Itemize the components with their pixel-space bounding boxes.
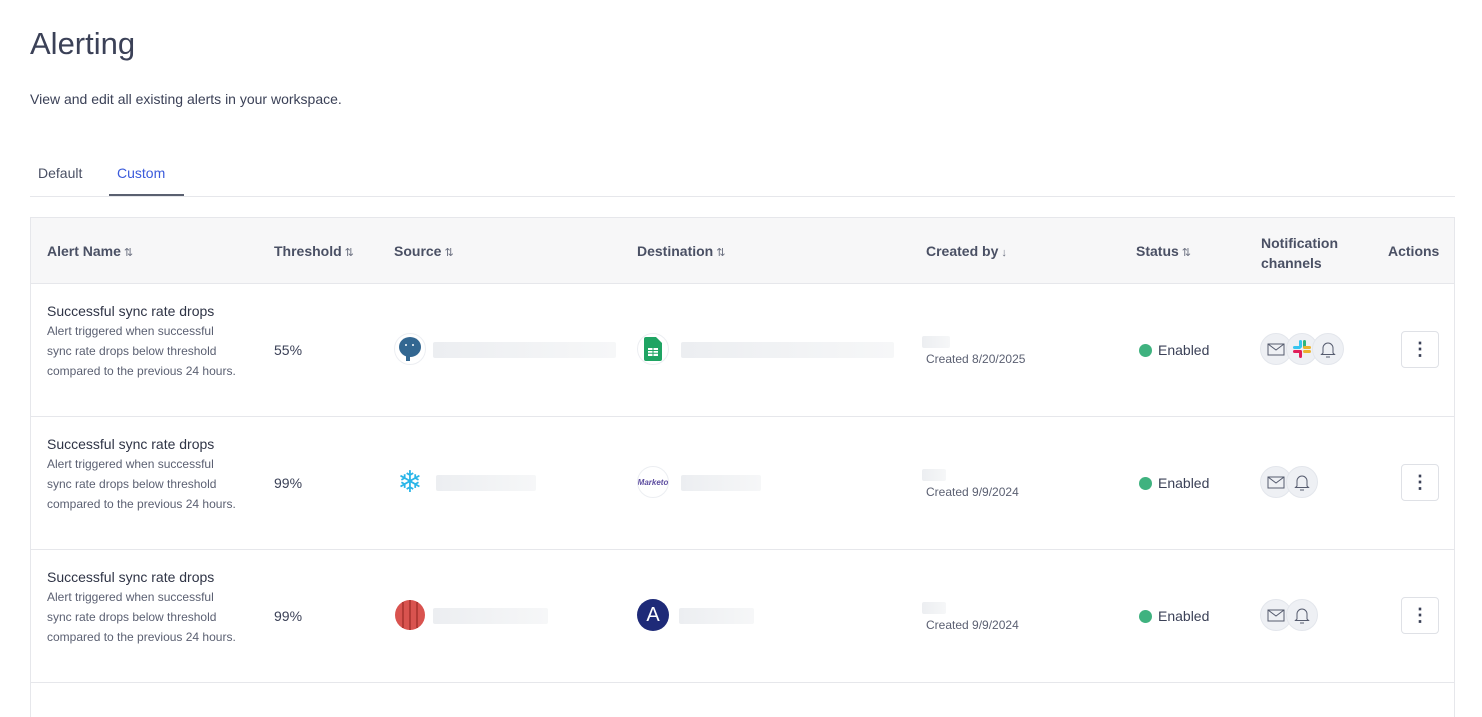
threshold: 55% <box>274 342 303 358</box>
source-name-redacted <box>433 608 548 624</box>
col-label: Threshold <box>274 243 342 259</box>
tab-custom[interactable]: Custom <box>117 165 166 181</box>
alert-description: Alert triggered when successful sync rat… <box>47 324 236 378</box>
postgresql-icon <box>394 333 426 365</box>
active-tab-indicator <box>109 194 184 196</box>
destination-name-redacted <box>681 342 894 358</box>
alert-description: Alert triggered when successful sync rat… <box>47 590 236 644</box>
tabs: Default Custom <box>30 160 1455 197</box>
destination-name-redacted <box>679 608 754 624</box>
sort-desc-icon: ↓ <box>1001 247 1007 259</box>
col-label: Source <box>394 243 442 259</box>
status-badge: Enabled <box>1139 475 1209 491</box>
marketo-logo-text: Marketo <box>637 477 669 487</box>
marketo-icon: Marketo <box>637 466 669 498</box>
notification-channels <box>1260 599 1318 631</box>
alert-description: Alert triggered when successful sync rat… <box>47 457 236 511</box>
created-date: Created 9/9/2024 <box>926 485 1019 499</box>
tab-default[interactable]: Default <box>38 165 83 181</box>
threshold: 99% <box>274 608 303 624</box>
amplitude-icon: A <box>637 599 669 631</box>
alerts-table: Alert Name ⇅ Threshold ⇅ Source ⇅ Destinati… <box>30 217 1455 717</box>
notification-channels <box>1260 466 1318 498</box>
sort-icon: ⇅ <box>1181 247 1192 259</box>
status-text: Enabled <box>1158 608 1210 624</box>
table-header: Alert Name ⇅ Threshold ⇅ Source ⇅ Destinati… <box>31 218 1454 284</box>
status-dot <box>1139 609 1152 623</box>
sort-icon: ⇅ <box>344 247 354 259</box>
destination-name-redacted <box>681 475 761 491</box>
col-source[interactable]: Source ⇅ <box>394 243 454 259</box>
col-status[interactable]: Status ⇅ <box>1136 243 1191 259</box>
col-notification-channels: Notification channels <box>1261 235 1338 271</box>
alert-name: Successful sync rate drops <box>47 436 215 452</box>
threshold: 99% <box>274 475 303 491</box>
snowflake-icon: ❄ <box>394 466 426 498</box>
status-dot <box>1139 343 1152 357</box>
sort-icon: ⇅ <box>716 247 726 259</box>
table-row[interactable]: Successful sync rate drops Alert triggere… <box>31 550 1454 683</box>
source-name-redacted <box>436 475 536 491</box>
col-created-by[interactable]: Created by ↓ <box>926 243 1007 259</box>
created-date: Created 8/20/2025 <box>926 352 1026 366</box>
table-row[interactable]: Successful sync rate drops Alert triggere… <box>31 417 1454 550</box>
page-subtitle: View and edit all existing alerts in you… <box>30 91 342 107</box>
source-name-redacted <box>433 342 616 358</box>
more-actions-button[interactable]: ⋮ <box>1401 464 1439 501</box>
alert-name: Successful sync rate drops <box>47 569 215 585</box>
creator-redacted <box>922 469 946 481</box>
table-row[interactable]: Successful sync rate drops Alert triggere… <box>31 284 1454 417</box>
col-label: Destination <box>637 243 714 259</box>
notification-channels <box>1260 333 1344 365</box>
status-badge: Enabled <box>1139 342 1209 358</box>
creator-redacted <box>922 336 950 348</box>
col-label: Created by <box>926 243 999 259</box>
sort-icon: ⇅ <box>444 247 454 259</box>
bell-icon <box>1286 599 1318 631</box>
col-label: Status <box>1136 243 1179 259</box>
col-destination[interactable]: Destination ⇅ <box>637 243 725 259</box>
google-sheets-icon <box>637 333 669 365</box>
more-actions-button[interactable]: ⋮ <box>1401 597 1439 634</box>
col-label: Alert Name <box>47 243 121 259</box>
page-title: Alerting <box>30 26 136 61</box>
more-actions-button[interactable]: ⋮ <box>1401 331 1439 368</box>
status-text: Enabled <box>1158 475 1210 491</box>
status-dot <box>1139 476 1152 490</box>
creator-redacted <box>922 602 946 614</box>
bell-icon <box>1312 333 1344 365</box>
sort-icon: ⇅ <box>123 247 134 259</box>
col-threshold[interactable]: Threshold ⇅ <box>274 243 354 259</box>
redshift-icon <box>394 599 426 631</box>
created-date: Created 9/9/2024 <box>926 618 1019 632</box>
bell-icon <box>1286 466 1318 498</box>
alert-name: Successful sync rate drops <box>47 303 215 319</box>
status-badge: Enabled <box>1139 608 1209 624</box>
col-alert-name[interactable]: Alert Name ⇅ <box>47 243 133 259</box>
col-actions: Actions <box>1388 243 1440 259</box>
status-text: Enabled <box>1158 342 1210 358</box>
